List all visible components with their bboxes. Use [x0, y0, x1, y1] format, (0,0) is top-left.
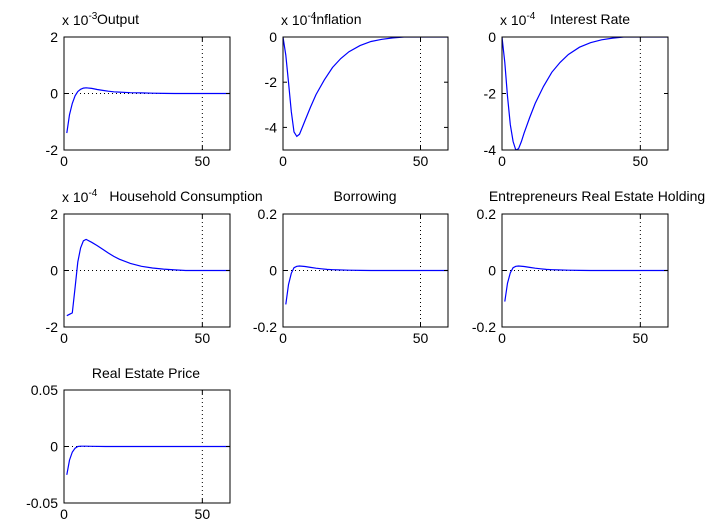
axes-box [282, 36, 449, 151]
y-tick-label: -2 [46, 319, 59, 335]
subplot-title: Interest Rate [550, 11, 630, 27]
x-tick-label: 50 [195, 506, 211, 522]
axis-exponent: x 10-4 [62, 188, 98, 205]
series-line [283, 37, 448, 138]
subplot-3: 0 50-4-20x 10-4 Interest Rate [484, 11, 669, 169]
axis-exponent: x 10-4 [281, 11, 317, 28]
y-tick-label: -4 [484, 142, 497, 158]
x-tick-label: 50 [413, 153, 429, 169]
subplot-title: Inflation [312, 11, 361, 27]
x-tick-label: 50 [413, 330, 429, 346]
y-tick-label: -0.05 [26, 495, 58, 511]
subplot-title: Real Estate Price [92, 365, 200, 381]
x-tick-label: 0 [279, 153, 287, 169]
y-tick-label: 0 [50, 439, 58, 455]
y-tick-label: -0.2 [472, 319, 496, 335]
x-tick-label: 0 [60, 330, 68, 346]
x-tick-label: 50 [195, 153, 211, 169]
x-tick-label: 0 [60, 506, 68, 522]
subplot-title: Household Consumption [109, 188, 262, 204]
axis-exponent: x 10-4 [500, 11, 536, 28]
axis-exponent: x 10-3 [62, 11, 98, 28]
x-tick-label: 50 [633, 330, 649, 346]
series-line [504, 265, 668, 302]
x-tick-label: 0 [279, 330, 287, 346]
subplot-title: Borrowing [333, 188, 396, 204]
y-tick-label: 0 [269, 263, 277, 279]
y-tick-label: 0.2 [477, 206, 497, 222]
y-tick-label: -2 [265, 74, 278, 90]
y-tick-label: 2 [50, 29, 58, 45]
y-tick-label: -2 [484, 86, 497, 102]
y-tick-label: 0 [50, 263, 58, 279]
x-tick-label: 0 [498, 330, 506, 346]
series-line [66, 238, 230, 317]
series-line [66, 445, 230, 475]
y-tick-label: 0.2 [258, 206, 278, 222]
y-tick-label: -2 [46, 142, 59, 158]
y-tick-label: 0.05 [31, 382, 58, 398]
y-tick-label: -0.2 [253, 319, 277, 335]
subplot-title: Output [97, 11, 139, 27]
y-tick-label: 0 [488, 263, 496, 279]
axes-box [501, 36, 669, 151]
y-tick-label: -4 [265, 119, 278, 135]
series-line [285, 265, 448, 305]
y-tick-label: 0 [50, 86, 58, 102]
x-tick-label: 50 [633, 153, 649, 169]
x-tick-label: 0 [60, 153, 68, 169]
series-line [66, 87, 230, 134]
y-tick-label: 0 [269, 29, 277, 45]
y-tick-label: 0 [488, 29, 496, 45]
subplot-title: Entrepreneurs Real Estate Holding [489, 188, 705, 204]
series-line [502, 37, 668, 150]
x-tick-label: 0 [498, 153, 506, 169]
y-tick-label: 2 [50, 206, 58, 222]
x-tick-label: 50 [195, 330, 211, 346]
